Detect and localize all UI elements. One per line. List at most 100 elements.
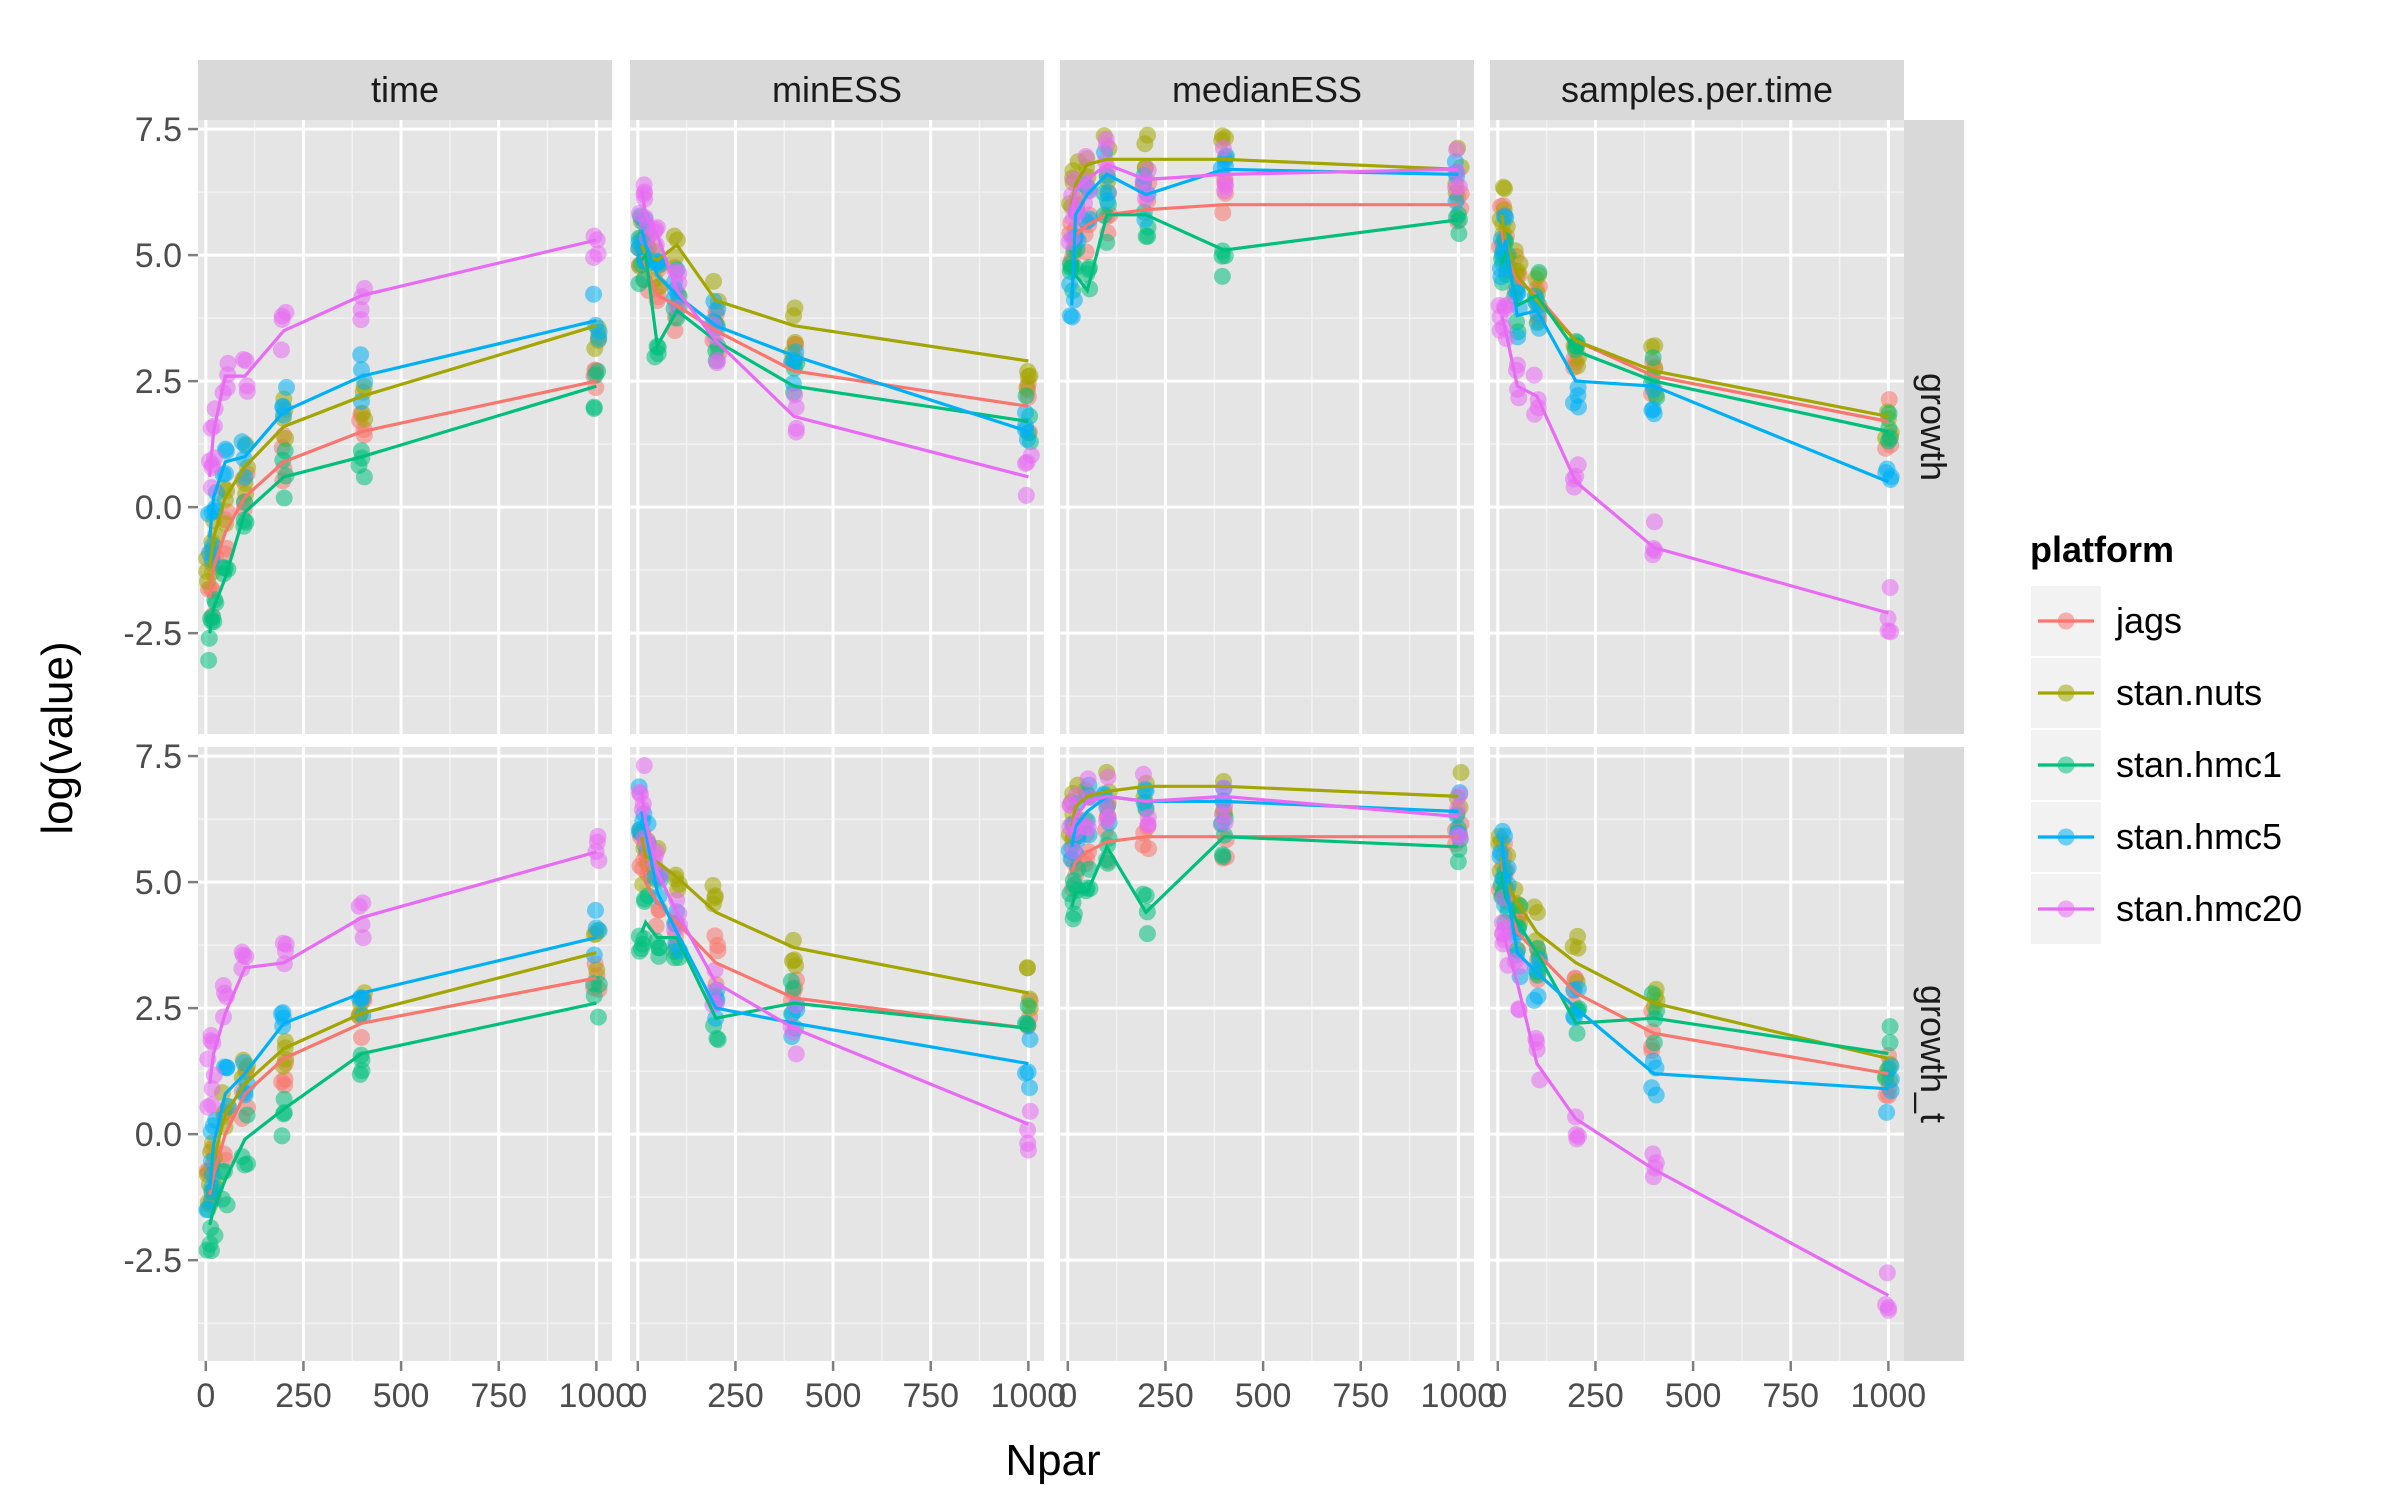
facet-panels [198,120,1904,1361]
panel-growth_t-time [198,747,612,1361]
point-stan.hmc20 [205,1066,223,1084]
point-stan.hmc20 [1451,786,1469,804]
strip-growth [1904,120,1964,734]
panel-growth_t-medianESS [1060,747,1474,1361]
point-stan.hmc20 [1448,163,1466,181]
panel-background [1060,120,1474,734]
point-stan.hmc20 [237,352,255,370]
point-stan.hmc1 [634,935,652,953]
point-stan.hmc20 [1448,141,1466,159]
point-stan.hmc1 [590,975,608,993]
facet-strips: time minESS medianESS samples.per.time growt… [198,60,1964,1361]
point-stan.nuts [785,951,803,969]
point-stan.hmc5 [1882,1082,1900,1100]
point-stan.hmc5 [1016,404,1034,422]
point-stan.hmc1 [585,398,603,416]
point-stan.hmc1 [275,1090,293,1108]
point-stan.hmc5 [235,1054,253,1072]
point-stan.hmc5 [1882,471,1900,489]
x-tick-label: 1000 [559,1377,635,1415]
legend-label: stan.hmc5 [2116,816,2282,857]
line-stan.hmc1 [208,384,597,634]
point-stan.nuts [665,227,683,245]
point-stan.hmc20 [1079,770,1097,788]
point-stan.hmc20 [589,245,607,263]
legend: platform jags stan.nuts stan.hmc1 stan.hmc5… [2029,529,2302,946]
point-stan.hmc20 [203,1080,221,1098]
legend-label: stan.hmc1 [2116,744,2282,785]
point-stan.hmc1 [1879,432,1897,450]
point-stan.hmc20 [1018,453,1036,471]
point-stan.nuts [217,515,235,533]
point-stan.hmc1 [200,651,218,669]
x-tick-label: 250 [1567,1377,1624,1415]
point-stan.hmc20 [1216,797,1234,815]
line-stan.hmc20 [1070,794,1459,833]
point-stan.hmc1 [206,1226,224,1244]
point-stan.hmc1 [1137,227,1155,245]
x-axis-title: Npar [1005,1436,1100,1485]
y-tick-label: -2.5 [123,615,182,653]
y-tick-label: 5.0 [135,864,182,902]
point-stan.hmc5 [705,292,723,310]
point-stan.hmc20 [273,307,291,325]
point-stan.hmc20 [787,996,805,1014]
legend-key-point [2057,684,2075,702]
lines [208,850,597,1226]
point-stan.hmc5 [352,346,370,364]
legend-item-stan.hmc20: stan.hmc20 [2029,872,2302,946]
point-stan.hmc1 [1213,267,1231,285]
panel-background [198,120,612,734]
point-stan.hmc1 [1643,985,1661,1003]
strip-label: minESS [772,69,902,110]
point-stan.hmc20 [1216,814,1234,832]
panel-growth-medianESS [1060,120,1474,734]
point-stan.nuts [1018,959,1036,977]
x-tick-label: 250 [707,1377,764,1415]
point-stan.hmc1 [275,489,293,507]
point-stan.hmc20 [1509,380,1527,398]
strip-label: medianESS [1172,69,1362,110]
point-stan.hmc1 [1017,387,1035,405]
point-stan.hmc20 [1019,1134,1037,1152]
point-stan.nuts [1528,903,1546,921]
point-stan.hmc20 [1017,486,1035,504]
point-stan.hmc5 [585,946,603,964]
point-stan.hmc20 [1511,957,1529,975]
point-stan.hmc5 [278,378,296,396]
point-stan.hmc20 [1878,1264,1896,1282]
line-stan.hmc1 [1500,871,1889,1056]
y-tick-label: 2.5 [135,990,182,1028]
x-tick-label: 0 [196,1377,215,1415]
point-stan.hmc1 [782,972,800,990]
point-stan.hmc20 [1214,139,1232,157]
point-stan.nuts [1452,764,1470,782]
y-tick-label: 7.5 [135,111,182,149]
point-stan.nuts [1019,362,1037,380]
x-tick-label: 750 [902,1377,959,1415]
point-stan.hmc1 [1449,853,1467,871]
point-stan.hmc20 [1882,623,1900,641]
point-stan.hmc20 [787,398,805,416]
x-tick-label: 500 [1665,1377,1722,1415]
point-stan.hmc20 [1216,172,1234,190]
line-jags [640,851,1029,1030]
point-stan.nuts [1495,180,1513,198]
point-stan.hmc20 [590,852,608,870]
point-stan.hmc1 [238,1106,256,1124]
x-tick-label: 0 [628,1377,647,1415]
y-tick-label: 7.5 [135,738,182,776]
line-stan.hmc5 [1500,836,1889,1091]
panel-background [198,747,612,1361]
points [630,757,1039,1159]
x-tick-label: 500 [373,1377,430,1415]
point-stan.hmc5 [1017,1064,1035,1082]
panel-growth-samples.per.time [1490,120,1904,734]
line-stan.hmc20 [640,189,1029,479]
legend-key-point [2057,756,2075,774]
point-stan.hmc20 [1139,161,1157,179]
point-stan.nuts [786,299,804,317]
point-jags [1214,204,1232,222]
point-stan.hmc1 [1530,263,1548,281]
legend-item-jags: jags [2029,584,2182,658]
